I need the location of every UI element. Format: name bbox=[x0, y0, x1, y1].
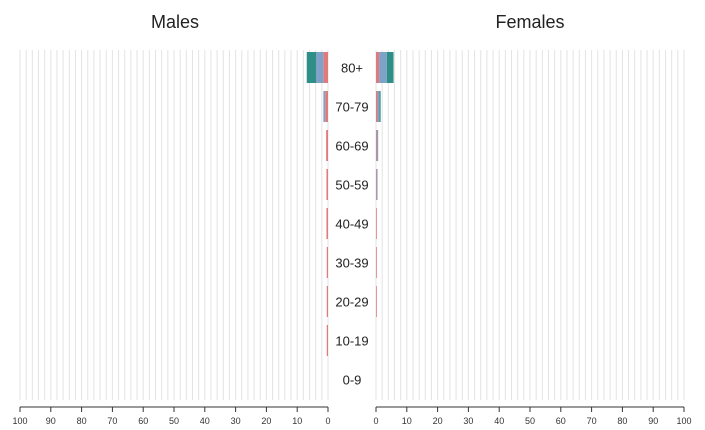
females-x-tick-label: 10 bbox=[402, 416, 412, 426]
females-bar-80+-series-1 bbox=[379, 52, 387, 83]
females-x-tick-label: 30 bbox=[463, 416, 473, 426]
males-bar-60-69-series-0 bbox=[326, 130, 328, 161]
females-x-tick-label: 100 bbox=[676, 416, 691, 426]
age-group-label: 10-19 bbox=[335, 334, 368, 349]
females-bar-40-49-series-0 bbox=[376, 208, 377, 239]
age-label-layer: 0-9 10-19 20-29 30-39 40-49 50-59 60-69 70-79 80… bbox=[335, 61, 368, 388]
females-panel-title: Females bbox=[495, 12, 564, 32]
females-bar-60-69-series-0 bbox=[376, 130, 377, 161]
females-bar-70-79-series-2 bbox=[379, 91, 381, 122]
males-x-tick-label: 80 bbox=[77, 416, 87, 426]
age-group-label: 60-69 bbox=[335, 139, 368, 154]
males-bar-80+-series-2 bbox=[306, 52, 316, 83]
males-x-tick-label: 70 bbox=[107, 416, 117, 426]
females-x-tick-label: 20 bbox=[433, 416, 443, 426]
males-bar-80+-series-1 bbox=[315, 52, 324, 83]
females-bar-30-39-series-0 bbox=[376, 247, 377, 278]
males-x-tick-label: 30 bbox=[231, 416, 241, 426]
females-x-tick-label: 70 bbox=[587, 416, 597, 426]
bar-layer bbox=[306, 52, 394, 356]
age-group-label: 20-29 bbox=[335, 295, 368, 310]
age-group-label: 30-39 bbox=[335, 256, 368, 271]
males-x-tick-label: 60 bbox=[138, 416, 148, 426]
males-x-tick-label: 90 bbox=[46, 416, 56, 426]
females-bar-50-59-series-1 bbox=[376, 169, 378, 200]
males-x-tick-label: 100 bbox=[12, 416, 27, 426]
females-x-tick-label: 0 bbox=[373, 416, 378, 426]
females-bar-70-79-series-0 bbox=[376, 91, 378, 122]
males-bar-10-19-series-0 bbox=[326, 325, 328, 356]
males-panel-title: Males bbox=[151, 12, 199, 32]
males-bar-70-79-series-0 bbox=[325, 91, 328, 122]
age-group-label: 50-59 bbox=[335, 178, 368, 193]
females-bar-50-59-series-0 bbox=[376, 169, 377, 200]
age-group-label: 80+ bbox=[341, 61, 363, 76]
males-bar-50-59-series-0 bbox=[326, 169, 328, 200]
males-bar-30-39-series-0 bbox=[326, 247, 328, 278]
males-bar-80+-series-0 bbox=[323, 52, 328, 83]
grid-layer bbox=[19, 50, 685, 400]
age-group-label: 0-9 bbox=[343, 373, 362, 388]
females-bar-80+-series-2 bbox=[386, 52, 394, 83]
females-bar-60-69-series-1 bbox=[376, 130, 379, 161]
males-x-tick-label: 10 bbox=[292, 416, 302, 426]
males-x-tick-label: 0 bbox=[325, 416, 330, 426]
males-bar-70-79-series-1 bbox=[323, 91, 326, 122]
females-x-tick-label: 90 bbox=[648, 416, 658, 426]
males-x-tick-label: 20 bbox=[261, 416, 271, 426]
females-x-tick-label: 50 bbox=[525, 416, 535, 426]
males-x-tick-label: 50 bbox=[169, 416, 179, 426]
females-bar-70-79-series-1 bbox=[377, 91, 380, 122]
age-group-label: 70-79 bbox=[335, 100, 368, 115]
females-x-tick-label: 80 bbox=[617, 416, 627, 426]
males-bar-40-49-series-0 bbox=[326, 208, 328, 239]
females-bar-20-29-series-0 bbox=[376, 286, 377, 317]
age-group-label: 40-49 bbox=[335, 217, 368, 232]
males-x-tick-label: 40 bbox=[200, 416, 210, 426]
males-bar-20-29-series-0 bbox=[326, 286, 328, 317]
females-x-tick-label: 60 bbox=[556, 416, 566, 426]
axis-layer: 100 90 80 70 60 50 40 30 20 10 0 0 10 20 30 40 50 60 70 80 9… bbox=[12, 406, 692, 426]
females-x-tick-label: 40 bbox=[494, 416, 504, 426]
females-bar-80+-series-0 bbox=[376, 52, 380, 83]
